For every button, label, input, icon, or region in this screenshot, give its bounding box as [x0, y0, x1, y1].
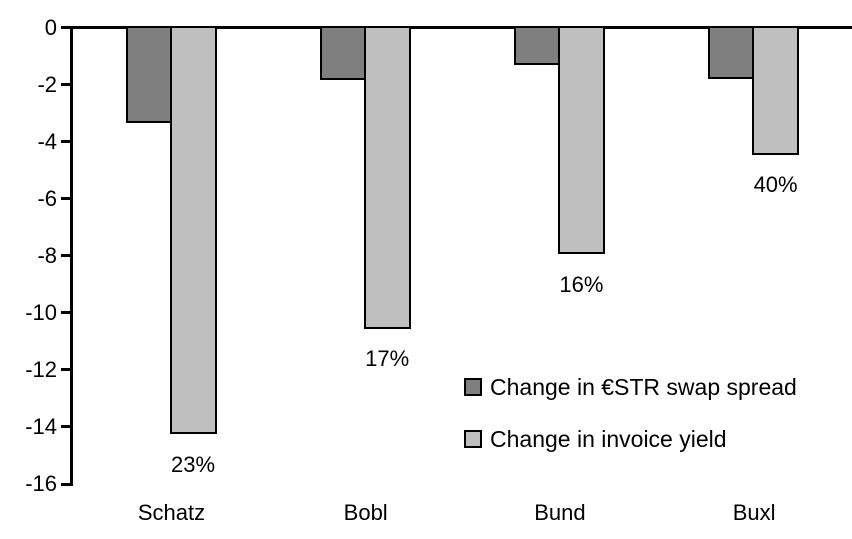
bar-swap-spread [513, 26, 560, 65]
y-axis-tick-label: 0 [44, 14, 57, 40]
bar-invoice-yield [557, 26, 605, 255]
bar-invoice-yield [752, 26, 800, 155]
category-label: Schatz [137, 500, 206, 525]
y-axis-tick [61, 482, 71, 486]
bar-invoice-yield [169, 26, 217, 435]
data-label: 17% [365, 346, 410, 372]
bar-swap-spread [708, 26, 755, 79]
legend-label-swap-spread: Change in €STR swap spread [490, 374, 797, 400]
y-axis-tick [61, 368, 71, 372]
legend-item-swap-spread: Change in €STR swap spread [464, 375, 797, 399]
y-axis-tick-label: -14 [25, 413, 57, 439]
bar-swap-spread [319, 26, 366, 81]
data-label: 16% [559, 271, 604, 297]
bar-invoice-yield [363, 26, 411, 329]
y-axis-tick [61, 197, 71, 201]
y-axis-tick [61, 140, 71, 144]
y-axis-tick [61, 83, 71, 87]
y-axis-tick-label: -8 [37, 242, 57, 268]
legend-swatch-swap-spread-icon [464, 378, 482, 396]
y-axis-tick [61, 311, 71, 315]
y-axis-tick-label: -16 [25, 471, 57, 496]
legend-item-invoice-yield: Change in invoice yield [464, 427, 727, 451]
y-axis-tick-label: -6 [37, 185, 57, 211]
y-axis-tick-label: -4 [37, 128, 57, 154]
y-axis-tick-label: -12 [25, 356, 57, 382]
category-label: Buxl [732, 500, 776, 525]
y-axis-tick [61, 26, 71, 29]
legend-label-invoice-yield: Change in invoice yield [490, 426, 727, 452]
category-label: Bobl [343, 500, 388, 525]
y-axis-tick-label: -2 [37, 71, 57, 97]
y-axis-line [70, 26, 73, 486]
data-label: 23% [170, 451, 216, 477]
data-label: 40% [753, 172, 798, 198]
category-label: Bund [534, 500, 586, 525]
y-axis-tick [61, 254, 71, 258]
y-axis-tick-label: -10 [25, 299, 57, 325]
bar-swap-spread [125, 26, 172, 124]
x-axis-zero-line [70, 26, 852, 29]
legend-swatch-invoice-yield-icon [464, 430, 482, 448]
y-axis-tick [61, 425, 71, 429]
